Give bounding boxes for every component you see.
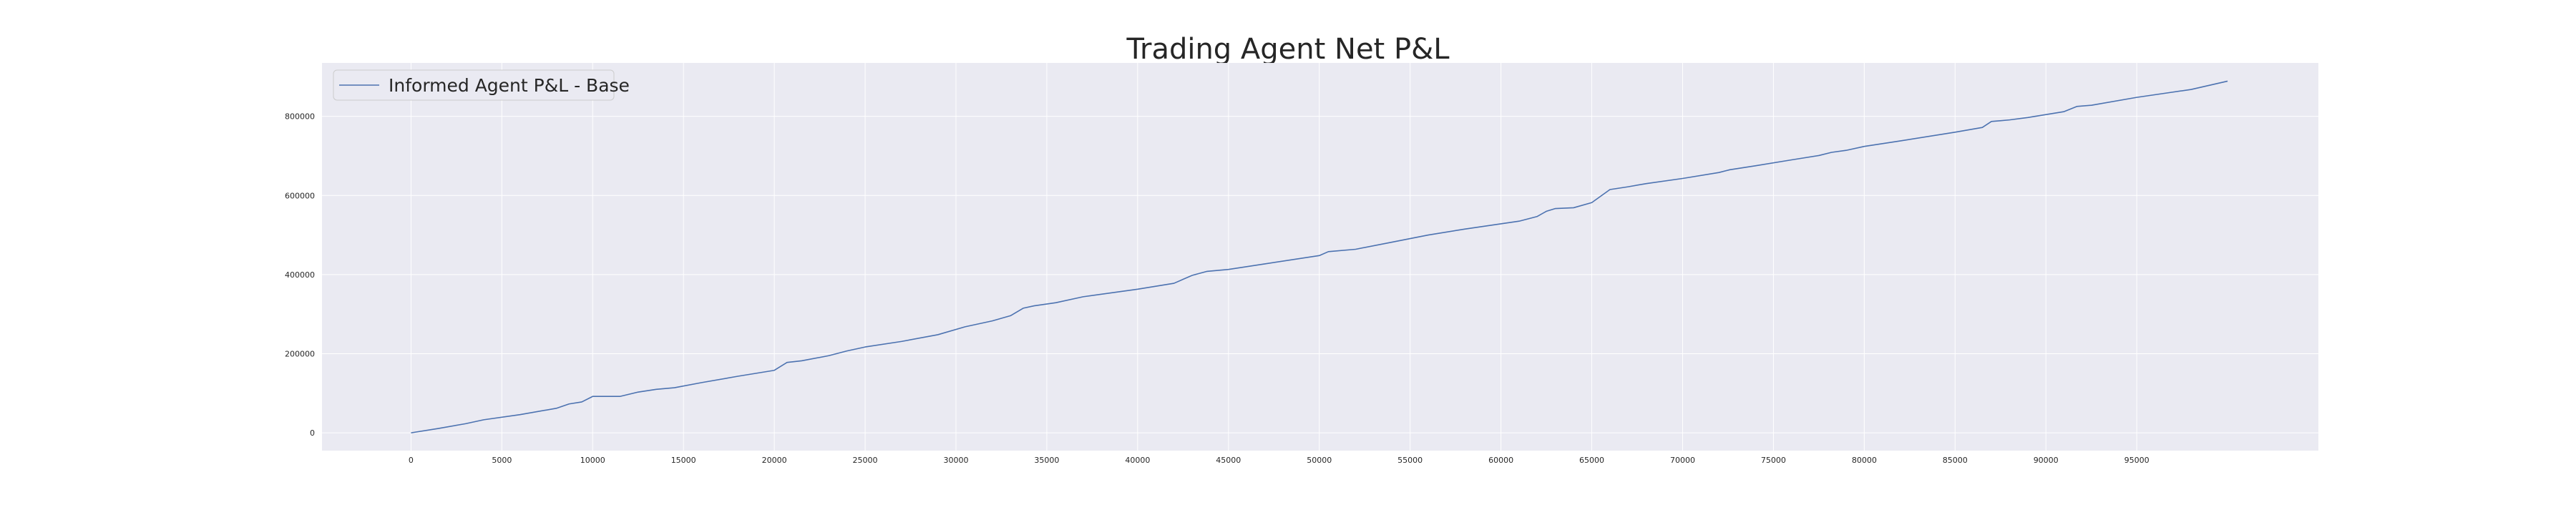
legend: Informed Agent P&L - Base — [333, 69, 630, 101]
x-tick-label: 85000 — [1943, 456, 1968, 465]
x-axis-ticks: 0 5000 10000 15000 20000 25000 30000 35000 40000… — [409, 456, 2150, 465]
x-tick-label: 45000 — [1216, 456, 1241, 465]
y-tick-label: 600000 — [285, 191, 315, 200]
plot-area — [322, 63, 2318, 451]
x-tick-label: 95000 — [2124, 456, 2150, 465]
x-tick-label: 75000 — [1761, 456, 1786, 465]
x-tick-label: 35000 — [1034, 456, 1059, 465]
x-tick-label: 90000 — [2034, 456, 2059, 465]
x-tick-label: 10000 — [580, 456, 605, 465]
series-layer — [411, 80, 2228, 433]
x-tick-label: 25000 — [853, 456, 878, 465]
x-tick-label: 0 — [409, 456, 414, 465]
x-tick-label: 80000 — [1852, 456, 1877, 465]
chart-title: Trading Agent Net P&L — [1126, 33, 1450, 66]
y-tick-label: 800000 — [285, 112, 315, 122]
x-tick-label: 65000 — [1579, 456, 1604, 465]
y-tick-label: 400000 — [285, 270, 315, 280]
y-tick-label: 200000 — [285, 350, 315, 359]
y-tick-label: 0 — [310, 428, 315, 438]
x-tick-label: 20000 — [762, 456, 787, 465]
x-tick-label: 70000 — [1670, 456, 1695, 465]
series-line-informed-agent — [411, 80, 2228, 433]
x-tick-label: 30000 — [944, 456, 969, 465]
x-tick-label: 40000 — [1125, 456, 1150, 465]
y-axis-ticks: 0 200000 400000 600000 800000 — [285, 112, 315, 438]
x-tick-label: 55000 — [1397, 456, 1423, 465]
x-tick-label: 5000 — [492, 456, 512, 465]
x-tick-label: 50000 — [1307, 456, 1332, 465]
x-tick-label: 60000 — [1488, 456, 1513, 465]
x-tick-label: 15000 — [671, 456, 696, 465]
legend-label-informed-agent: Informed Agent P&L - Base — [389, 75, 630, 96]
legend-box — [333, 69, 615, 101]
grid-lines — [322, 63, 2318, 451]
